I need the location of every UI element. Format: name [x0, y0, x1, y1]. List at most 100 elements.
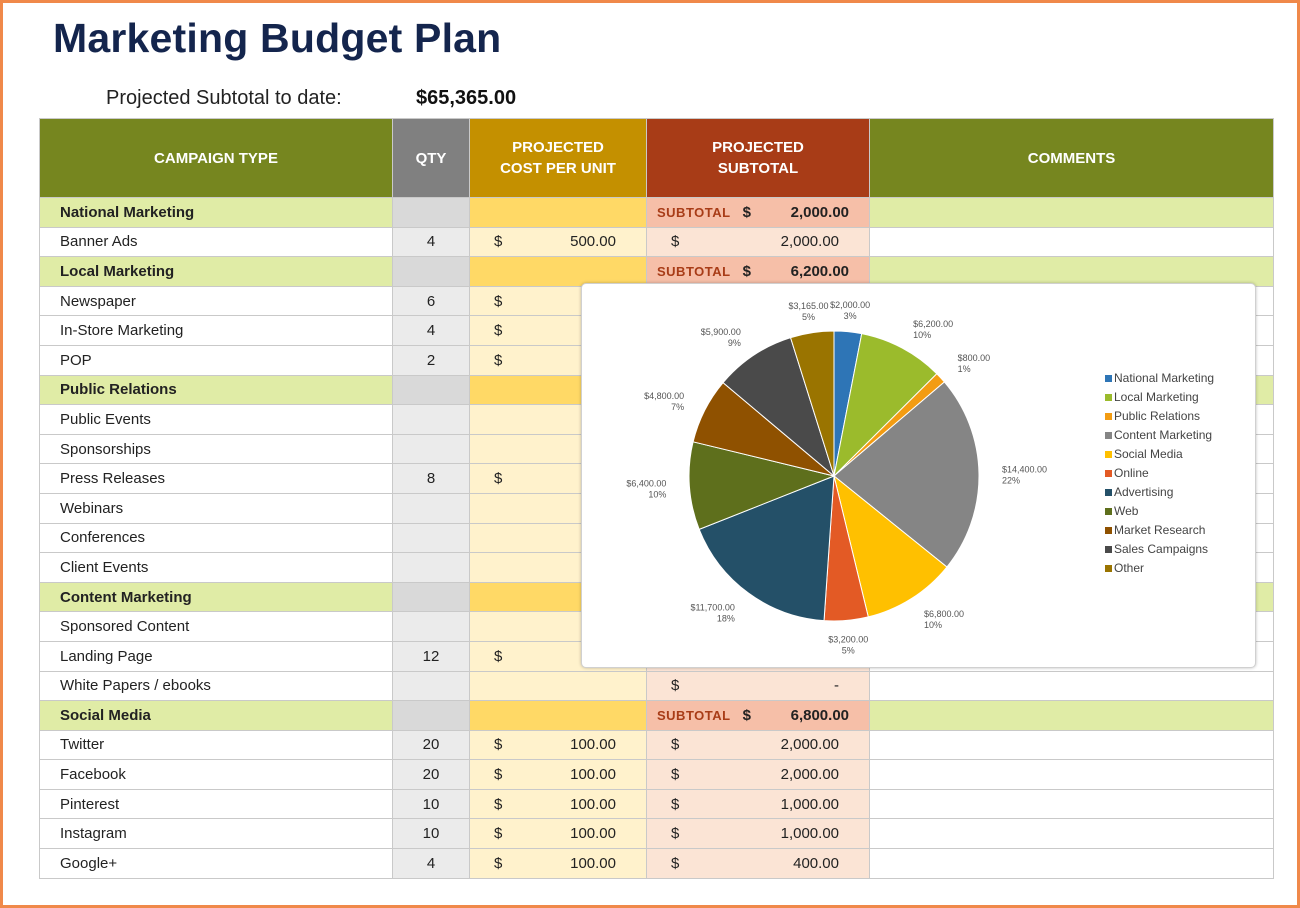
subtotal-cell[interactable]: SUBTOTAL $6,200.00: [646, 256, 870, 287]
cost-cell[interactable]: [469, 670, 647, 702]
pie-slice-content-marketing[interactable]: [833, 381, 980, 568]
cost-cell[interactable]: $100.00: [469, 818, 647, 850]
qty-cell[interactable]: [392, 700, 470, 731]
cost-cell[interactable]: [469, 197, 647, 228]
qty-cell[interactable]: 6: [392, 285, 470, 317]
comments-cell[interactable]: [869, 729, 1274, 761]
subtotal-cell[interactable]: $2,000.00: [646, 226, 870, 258]
pie-slice-social-media[interactable]: [833, 474, 948, 618]
campaign-name-cell[interactable]: In-Store Marketing: [39, 315, 393, 346]
comments-cell[interactable]: [869, 788, 1274, 820]
cost-cell[interactable]: $100.00: [469, 759, 647, 790]
header-qty[interactable]: QTY: [392, 118, 470, 198]
subtotal-cell[interactable]: $2,000.00: [646, 759, 870, 790]
legend-label[interactable]: Online: [1114, 466, 1149, 480]
legend-label[interactable]: Other: [1114, 561, 1144, 575]
qty-cell[interactable]: [392, 256, 470, 287]
campaign-name-cell[interactable]: Webinars: [39, 492, 393, 524]
category-name-cell[interactable]: National Marketing: [39, 197, 393, 228]
comments-cell[interactable]: [869, 700, 1274, 731]
qty-cell[interactable]: [392, 374, 470, 406]
category-name-cell[interactable]: Social Media: [39, 700, 393, 731]
campaign-name-cell[interactable]: Banner Ads: [39, 226, 393, 258]
subtotal-cell[interactable]: SUBTOTAL $2,000.00: [646, 197, 870, 228]
legend-label[interactable]: National Marketing: [1114, 371, 1214, 385]
campaign-name-cell[interactable]: Google+: [39, 848, 393, 879]
cost-cell[interactable]: $100.00: [469, 848, 647, 879]
legend-label[interactable]: Local Marketing: [1114, 390, 1199, 404]
qty-cell[interactable]: 10: [392, 788, 470, 820]
legend-label[interactable]: Market Research: [1114, 523, 1205, 537]
legend-label[interactable]: Content Marketing: [1114, 428, 1212, 442]
campaign-name-cell[interactable]: Twitter: [39, 729, 393, 761]
comments-cell[interactable]: [869, 848, 1274, 879]
subtotal-cell[interactable]: SUBTOTAL $6,800.00: [646, 700, 870, 731]
category-name-cell[interactable]: Local Marketing: [39, 256, 393, 287]
pie-slice-web[interactable]: [688, 441, 836, 531]
qty-cell[interactable]: 4: [392, 848, 470, 879]
category-name-cell[interactable]: Public Relations: [39, 374, 393, 406]
qty-cell[interactable]: 8: [392, 463, 470, 494]
campaign-name-cell[interactable]: Instagram: [39, 818, 393, 850]
comments-cell[interactable]: [869, 226, 1274, 258]
legend-label[interactable]: Sales Campaigns: [1114, 542, 1208, 556]
campaign-name-cell[interactable]: Client Events: [39, 552, 393, 583]
category-name-cell[interactable]: Content Marketing: [39, 581, 393, 613]
campaign-name-cell[interactable]: Conferences: [39, 522, 393, 554]
header-projected-subtotal[interactable]: PROJECTED SUBTOTAL: [646, 118, 870, 198]
qty-cell[interactable]: 2: [392, 344, 470, 376]
qty-cell[interactable]: 4: [392, 315, 470, 346]
campaign-name-cell[interactable]: Pinterest: [39, 788, 393, 820]
campaign-name-cell[interactable]: Public Events: [39, 404, 393, 435]
qty-cell[interactable]: [392, 581, 470, 613]
cost-cell[interactable]: $100.00: [469, 788, 647, 820]
comments-cell[interactable]: [869, 197, 1274, 228]
cost-cell[interactable]: [469, 256, 647, 287]
comments-cell[interactable]: [869, 759, 1274, 790]
campaign-name-cell[interactable]: Landing Page: [39, 640, 393, 672]
comments-cell[interactable]: [869, 818, 1274, 850]
cost-cell[interactable]: [469, 700, 647, 731]
qty-cell[interactable]: 20: [392, 729, 470, 761]
qty-cell[interactable]: [392, 197, 470, 228]
campaign-name-cell[interactable]: Press Releases: [39, 463, 393, 494]
legend-label[interactable]: Advertising: [1114, 485, 1173, 499]
budget-pie-chart[interactable]: $2,000.00 3% National Marketing $6,200.00 10…: [581, 283, 1256, 668]
campaign-name-cell[interactable]: Sponsorships: [39, 433, 393, 465]
subtotal-cell[interactable]: $2,000.00: [646, 729, 870, 761]
subtotal-cell[interactable]: $ -: [646, 670, 870, 702]
subtotal-cell[interactable]: $1,000.00: [646, 788, 870, 820]
pie-slice-advertising[interactable]: [698, 475, 835, 622]
legend-label[interactable]: Public Relations: [1114, 409, 1200, 423]
qty-cell[interactable]: [392, 611, 470, 642]
qty-cell[interactable]: [392, 522, 470, 554]
subtotal-cell[interactable]: $1,000.00: [646, 818, 870, 850]
legend-label[interactable]: Web: [1114, 504, 1139, 518]
pie-slice-other[interactable]: [789, 330, 835, 477]
qty-cell[interactable]: [392, 670, 470, 702]
header-cost-per-unit[interactable]: PROJECTED COST PER UNIT: [469, 118, 647, 198]
header-comments[interactable]: COMMENTS: [869, 118, 1274, 198]
pie-slice-sales-campaigns[interactable]: [722, 337, 835, 478]
header-campaign-type[interactable]: CAMPAIGN TYPE: [39, 118, 393, 198]
campaign-name-cell[interactable]: Newspaper: [39, 285, 393, 317]
campaign-name-cell[interactable]: POP: [39, 344, 393, 376]
cost-cell[interactable]: $100.00: [469, 729, 647, 761]
cost-cell[interactable]: $500.00: [469, 226, 647, 258]
comments-cell[interactable]: [869, 670, 1274, 702]
qty-cell[interactable]: [392, 552, 470, 583]
pie-slice-local-marketing[interactable]: [833, 333, 938, 478]
qty-cell[interactable]: [392, 433, 470, 465]
qty-cell[interactable]: 10: [392, 818, 470, 850]
qty-cell[interactable]: [392, 492, 470, 524]
legend-label[interactable]: Social Media: [1114, 447, 1183, 461]
campaign-name-cell[interactable]: Sponsored Content: [39, 611, 393, 642]
campaign-name-cell[interactable]: White Papers / ebooks: [39, 670, 393, 702]
qty-cell[interactable]: 20: [392, 759, 470, 790]
subtotal-cell[interactable]: $400.00: [646, 848, 870, 879]
campaign-name-cell[interactable]: Facebook: [39, 759, 393, 790]
qty-cell[interactable]: 4: [392, 226, 470, 258]
qty-cell[interactable]: [392, 404, 470, 435]
qty-cell[interactable]: 12: [392, 640, 470, 672]
comments-cell[interactable]: [869, 256, 1274, 287]
